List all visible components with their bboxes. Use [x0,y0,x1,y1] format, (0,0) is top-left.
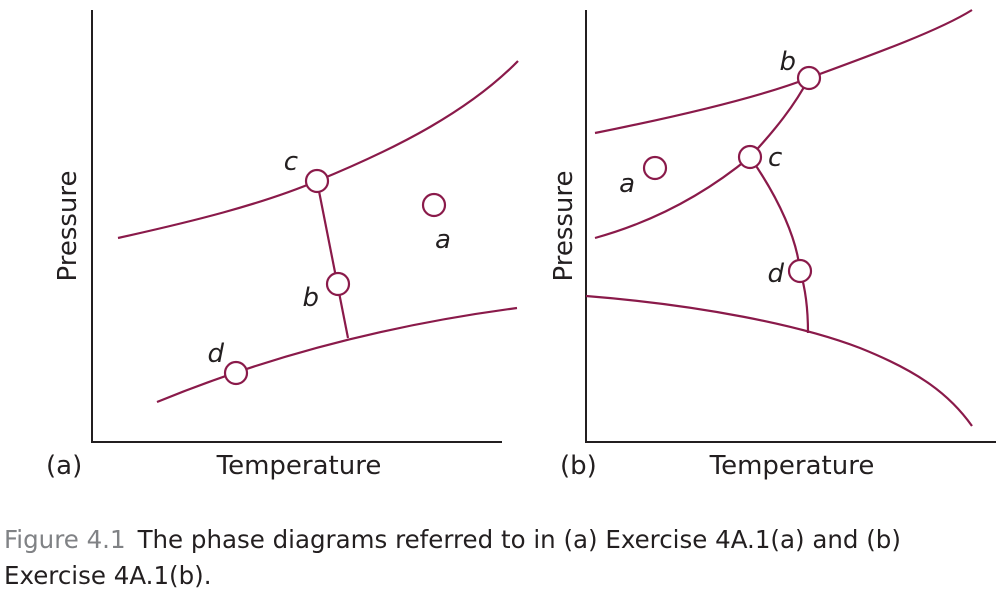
panel-b-point-b [796,65,822,91]
panel-b-right-boundary [749,156,810,334]
panel-a-label-d: d [207,339,224,369]
panel-b-tag: (b) [560,451,597,481]
panel-a-tag: (a) [46,451,82,481]
panel-a-point-c [304,168,330,194]
figure-number: Figure 4.1 [4,525,126,554]
panel-b-point-c [737,144,763,170]
panel-a-lower-boundary [156,306,518,404]
panel-b: b c a d Temperature Pressure (b) [549,9,996,481]
panel-a-point-d [223,360,249,386]
figure-caption: Figure 4.1 The phase diagrams referred to… [4,522,1000,594]
panel-a-axes [91,10,502,443]
panel-a: c b d a Temperature Pressure (a) [46,10,519,481]
panel-a-ylabel: Pressure [53,170,83,281]
panel-a-vertical-boundary [315,180,350,339]
panel-a-point-b [325,271,351,297]
panel-b-point-a [642,155,668,181]
panel-b-label-d: d [767,259,784,289]
panel-b-xlabel: Temperature [709,451,875,481]
panel-a-label-a: a [435,225,451,255]
panel-b-lower-boundary [585,294,973,427]
panel-b-point-d [787,258,813,284]
panel-b-label-b: b [779,47,796,77]
panel-a-xlabel: Temperature [216,451,382,481]
panel-a-label-b: b [302,283,319,313]
panel-a-point-a [421,192,447,218]
panel-b-label-c: c [768,143,782,173]
panel-b-ylabel: Pressure [549,170,579,281]
phase-diagrams: c b d a Temperature Pressure (a) b c a d… [46,9,996,481]
panel-a-upper-boundary [117,60,519,240]
panel-b-axes [585,10,996,443]
panel-b-label-a: a [619,169,635,199]
caption-text: The phase diagrams referred to in (a) Ex… [4,525,901,590]
panel-a-label-c: c [284,147,298,177]
